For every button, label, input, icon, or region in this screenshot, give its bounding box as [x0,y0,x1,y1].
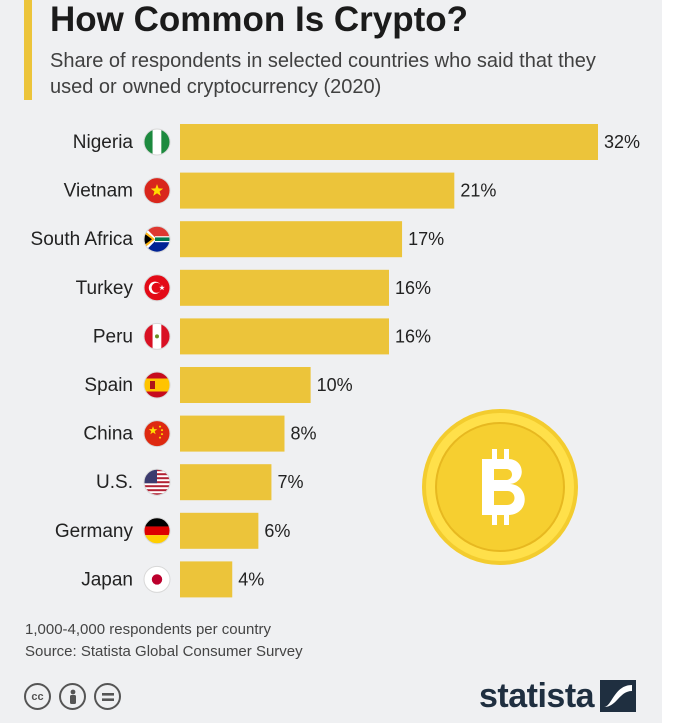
bar-row: Germany 6% [55,512,290,549]
category-label: U.S. [96,472,133,493]
bar-row: U.S. 7% [96,464,303,501]
bar-row: Turkey 16% [76,269,431,306]
value-label: 32% [604,132,640,152]
bitcoin-coin-icon [422,409,578,565]
value-label: 16% [395,326,431,346]
value-label: 16% [395,278,431,298]
bar-row: Spain 10% [84,367,353,403]
japan-flag-icon [143,565,171,593]
value-label: 17% [408,229,444,249]
us-flag-icon [143,468,171,496]
value-label: 21% [460,181,496,201]
bar-row: South Africa 17% [31,221,444,258]
spain-flag-icon [143,371,171,399]
value-label: 7% [277,472,303,492]
value-label: 4% [238,569,264,589]
nigeria-flag-icon [143,128,171,156]
category-label: Germany [55,521,134,542]
bar-row: Peru 16% [93,318,431,355]
chart-subtitle: Share of respondents in selected countri… [50,50,596,98]
bar [180,464,272,501]
category-label: Turkey [76,278,134,299]
bar [180,561,233,598]
category-label: Japan [81,569,133,590]
bar [180,221,403,258]
bar-row: China 8% [83,415,317,452]
category-label: China [83,424,133,445]
category-label: Peru [93,326,133,347]
footer-note: 1,000-4,000 respondents per country Sour… [25,619,303,663]
infographic-card: How Common Is Crypto? Share of responden… [0,0,662,723]
bar-row: Japan 4% [81,561,264,598]
license-icons: cc [24,683,121,710]
category-label: South Africa [31,229,134,250]
vietnam-flag-icon [143,177,171,205]
cc-icon: cc [24,683,51,710]
bar-chart: Nigeria 32% Vietnam 21% South Africa 17% Turke… [31,124,640,598]
bar [180,367,311,403]
value-label: 8% [291,424,317,444]
category-label: Vietnam [64,181,133,202]
brand-wordmark: statista [479,677,595,715]
bar-row: Nigeria 32% [73,124,640,160]
source-note: Source: Statista Global Consumer Survey [25,643,303,660]
no-derivatives-icon [94,683,121,710]
attribution-icon [59,683,86,710]
title-accent-bar [24,0,32,100]
category-label: Spain [84,375,133,396]
china-flag-icon [143,420,171,448]
peru-flag-icon [143,322,171,350]
chart-title: How Common Is Crypto? [50,0,469,39]
value-label: 6% [264,521,290,541]
bar [180,124,598,160]
respondents-note: 1,000-4,000 respondents per country [25,621,271,638]
category-label: Nigeria [73,132,134,153]
statista-logo[interactable]: statista [479,676,637,716]
bar [180,318,389,355]
bar [180,172,455,209]
germany-flag-icon [143,517,171,545]
bar-row: Vietnam 21% [64,172,496,209]
south-africa-flag-icon [143,225,171,253]
bar [180,269,389,306]
bar [180,415,285,452]
value-label: 10% [317,375,353,395]
statista-mark-icon [600,680,637,712]
turkey-flag-icon [143,274,171,302]
bar [180,512,259,549]
